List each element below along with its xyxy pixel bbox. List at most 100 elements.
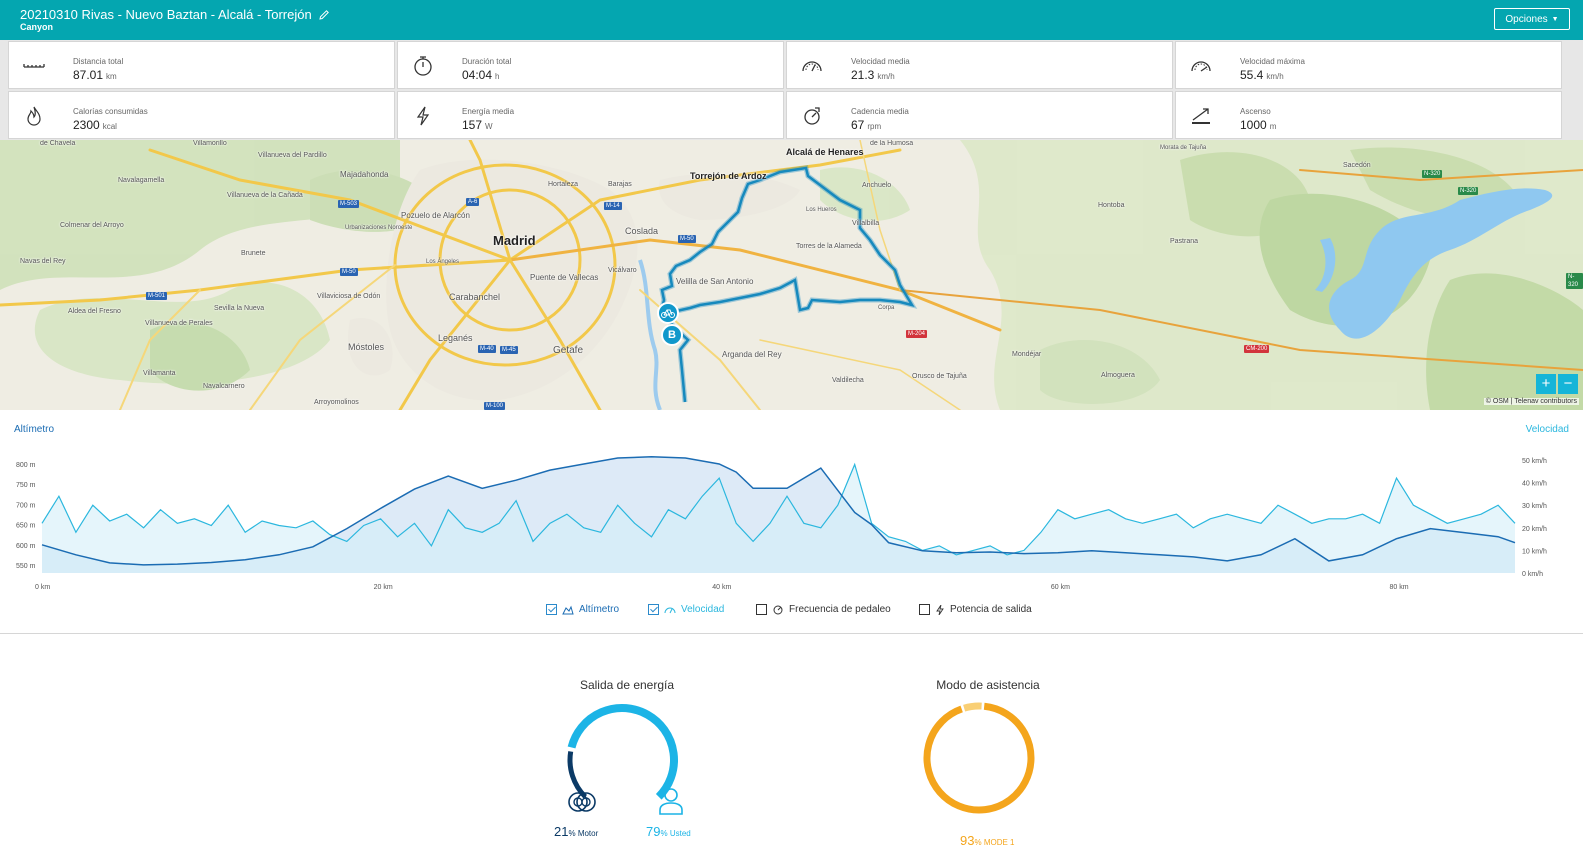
road-shield: CM-200 <box>1244 345 1270 353</box>
road-shield: M-50 <box>678 235 696 243</box>
stat-max-speed: Velocidad máxima 55.4 km/h <box>1175 41 1562 89</box>
map-label: Madrid <box>493 233 536 248</box>
map-label: Almoguera <box>1101 372 1135 379</box>
stat-value: 67 rpm <box>851 118 882 132</box>
stat-calories: Calorías consumidas 2300 kcal <box>8 91 395 139</box>
assist-other-arc <box>963 702 982 712</box>
road-shield: M-503 <box>338 200 360 208</box>
stat-label: Velocidad media <box>851 57 910 66</box>
activity-title-text: 20210310 Rivas - Nuevo Baztan - Alcalá -… <box>20 7 312 22</box>
bike-marker[interactable] <box>657 302 679 324</box>
map-label: Villamorillo <box>193 140 227 147</box>
route-track-line <box>660 166 915 403</box>
stat-label: Ascenso <box>1240 107 1271 116</box>
y-left-tick-label: 550 m <box>16 563 36 570</box>
map-label: Navalcarnero <box>203 383 245 390</box>
map-label: Urbanizaciones Noroeste <box>345 225 413 231</box>
legend-label: Frecuencia de pedaleo <box>789 604 891 615</box>
y-right-tick-label: 0 km/h <box>1522 571 1543 578</box>
cadence-icon <box>804 107 820 125</box>
end-marker[interactable]: B <box>661 324 683 346</box>
stat-label: Velocidad máxima <box>1240 57 1305 66</box>
y-left-tick-label: 600 m <box>16 543 36 550</box>
y-left-tick-label: 700 m <box>16 502 36 509</box>
map-label: Villanueva del Pardillo <box>258 152 327 159</box>
altimeter-icon <box>562 605 574 614</box>
ascent-icon <box>1192 108 1210 124</box>
map-urban-area <box>348 159 800 401</box>
end-marker-label: B <box>668 329 676 341</box>
map-water-reservoir <box>1329 188 1553 339</box>
legend-speed[interactable]: Velocidad <box>648 604 724 615</box>
zoom-out-button[interactable]: − <box>1558 374 1578 394</box>
map-label: Majadahonda <box>340 170 389 179</box>
altimeter-checkbox[interactable] <box>546 604 557 615</box>
stat-label: Energía media <box>462 107 515 116</box>
road-shield: N-320 <box>1566 273 1583 289</box>
map-label: Morata de Tajuña <box>1160 145 1207 151</box>
power-icon <box>936 604 944 615</box>
route-map[interactable]: Madrid Alcalá de Henares Torrejón de Ardoz… <box>0 140 1583 410</box>
map-label: Torrejón de Ardoz <box>690 171 767 181</box>
motor-icon <box>568 792 596 812</box>
map-label: Corpa <box>878 305 895 311</box>
map-label: Colmenar del Arroyo <box>60 222 124 229</box>
road-shield: A-6 <box>466 198 480 206</box>
map-attribution: © OSM | Telenav contributors <box>1483 398 1579 405</box>
map-label: Coslada <box>625 226 659 236</box>
map-label: Arroyomolinos <box>314 399 359 406</box>
speed-checkbox[interactable] <box>648 604 659 615</box>
map-canvas[interactable] <box>0 140 1583 410</box>
stopwatch-icon <box>414 56 432 76</box>
road-shield: M-50 <box>340 268 358 276</box>
map-label: Valdilecha <box>832 377 864 384</box>
map-label: Villanueva de la Cañada <box>227 192 303 199</box>
map-water-reservoir-arm <box>1315 238 1336 292</box>
map-label: Brunete <box>241 250 266 257</box>
map-label: Alcalá de Henares <box>786 147 864 157</box>
map-label: Torres de la Alameda <box>796 243 862 250</box>
motor-percentage: 21% Motor <box>554 824 599 839</box>
power-checkbox[interactable] <box>919 604 930 615</box>
chart-plot[interactable]: 550 m 600 m 650 m 700 m 750 m 800 m 0 km/h 10 k… <box>0 440 1583 630</box>
altimeter-line <box>41 456 1516 566</box>
road-shield: M-40 <box>478 345 496 353</box>
cadence-checkbox[interactable] <box>756 604 767 615</box>
stat-label: Distancia total <box>73 57 124 66</box>
edit-pencil-icon[interactable] <box>318 9 330 21</box>
zoom-in-button[interactable]: + <box>1536 374 1556 394</box>
road-shield: N-320 <box>1422 170 1443 178</box>
legend-cadence[interactable]: Frecuencia de pedaleo <box>756 604 891 615</box>
y-right-tick-label: 50 km/h <box>1522 458 1547 465</box>
y-right-tick-label: 10 km/h <box>1522 548 1547 555</box>
stat-ascent: Ascenso 1000 m <box>1175 91 1562 139</box>
map-label: Pastrana <box>1170 238 1199 245</box>
road-shield: M-45 <box>500 346 518 354</box>
assist-mode1-arc <box>923 702 1035 814</box>
map-label: Anchuelo <box>862 182 892 189</box>
activity-title: 20210310 Rivas - Nuevo Baztan - Alcalá -… <box>20 7 330 22</box>
map-label: Pozuelo de Alarcón <box>401 211 470 220</box>
y-left-tick-label: 650 m <box>16 523 36 530</box>
road-shield: M-501 <box>146 292 168 300</box>
map-label: Orusco de Tajuña <box>912 373 967 380</box>
options-label: Opciones <box>1505 13 1548 25</box>
stat-distance: Distancia total 87.01 km <box>8 41 395 89</box>
bike-name: Canyon <box>20 22 54 32</box>
stat-value: 55.4 km/h <box>1240 68 1284 82</box>
stat-value: 87.01 km <box>73 68 117 82</box>
road-shield: M-204 <box>906 330 928 338</box>
assist-title: Modo de asistencia <box>936 678 1040 692</box>
stat-duration: Duración total 04:04 h <box>397 41 784 89</box>
stat-avg-speed: Velocidad media 21.3 km/h <box>786 41 1173 89</box>
stat-avg-power: Energía media 157 W <box>397 91 784 139</box>
speedometer-icon <box>802 61 822 72</box>
legend-altimeter[interactable]: Altímetro <box>546 604 619 615</box>
y-right-tick-label: 20 km/h <box>1522 526 1547 533</box>
options-button[interactable]: Opciones ▼ <box>1494 8 1570 30</box>
map-label: Villaviciosa de Odón <box>317 293 381 300</box>
elevation-speed-chart: Altímetro Velocidad 550 m 600 m 650 m 700 m… <box>0 410 1583 634</box>
map-label: Villalbilla <box>852 220 880 227</box>
legend-power[interactable]: Potencia de salida <box>919 604 1032 615</box>
